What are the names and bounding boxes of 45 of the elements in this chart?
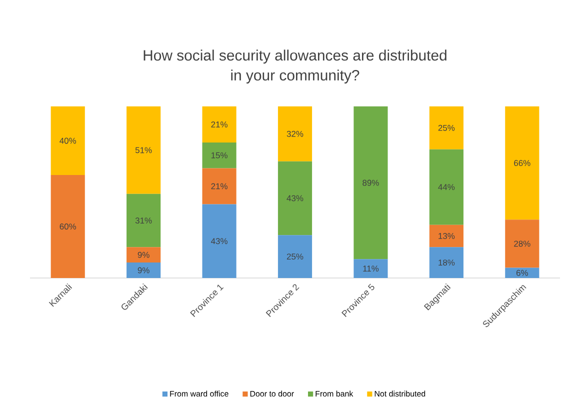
bar: [50, 106, 85, 176]
bar: [429, 106, 464, 150]
data-label: 9%: [138, 267, 150, 274]
bar: [202, 142, 236, 168]
bar: [126, 247, 161, 263]
bar: [429, 247, 464, 278]
bar: [505, 268, 540, 278]
bar: [278, 106, 312, 162]
bar: [202, 106, 236, 142]
bar: [354, 106, 388, 260]
bar: [278, 161, 312, 236]
data-label: 43%: [286, 195, 304, 202]
data-label: 25%: [286, 254, 304, 260]
bar: [202, 168, 236, 204]
data-label: 32%: [286, 130, 304, 137]
data-label: 6%: [516, 270, 528, 276]
data-label: 25%: [438, 124, 455, 131]
bar: [429, 149, 464, 225]
data-label: 18%: [438, 260, 455, 266]
bar: [278, 235, 312, 278]
data-label: 9%: [138, 252, 150, 258]
data-label: 43%: [211, 238, 228, 244]
data-label: 15%: [211, 152, 228, 158]
data-label: 21%: [211, 121, 228, 128]
data-label: 89%: [362, 180, 379, 186]
bar: [354, 259, 388, 278]
data-label: 11%: [363, 266, 379, 272]
data-label: 51%: [135, 147, 152, 154]
bar: [429, 224, 464, 248]
chart-title: How social security allowances are distributed in your community?: [144, 50, 446, 84]
bar: [126, 194, 161, 248]
data-label: 21%: [211, 183, 228, 190]
data-label: 28%: [514, 240, 530, 247]
data-label: 40%: [60, 138, 76, 144]
bar: [50, 175, 85, 278]
bar: [202, 204, 236, 278]
bar: [126, 106, 161, 194]
bar: [505, 220, 540, 268]
data-label: 13%: [438, 232, 455, 239]
data-label: 60%: [60, 224, 76, 230]
data-label: 44%: [438, 184, 455, 190]
bar: [126, 262, 161, 278]
data-label: 31%: [135, 218, 152, 224]
bar: [505, 106, 540, 220]
data-label: 66%: [514, 160, 530, 166]
